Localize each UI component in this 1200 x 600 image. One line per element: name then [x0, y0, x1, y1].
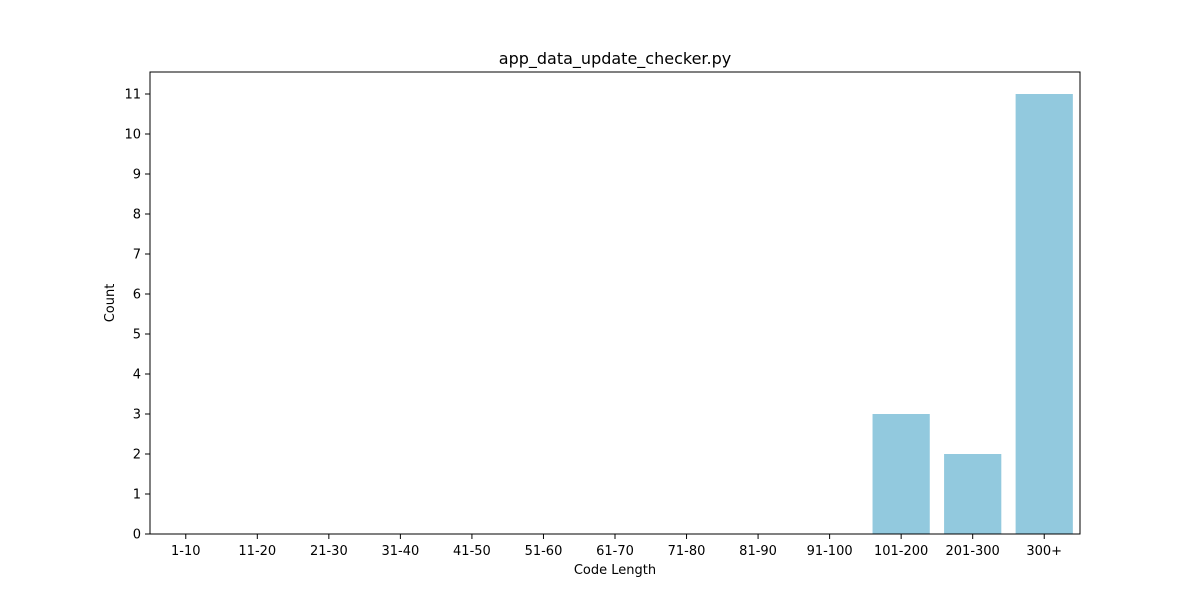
x-tick-label: 61-70 [596, 544, 634, 559]
x-tick-label: 1-10 [171, 544, 201, 559]
y-tick-label: 9 [133, 168, 141, 183]
x-tick-label: 201-300 [946, 544, 1000, 559]
y-tick-label: 4 [133, 368, 141, 383]
y-tick-label: 0 [133, 528, 141, 543]
chart-title: app_data_update_checker.py [499, 49, 731, 69]
y-tick-label: 5 [133, 328, 141, 343]
y-tick-label: 1 [133, 488, 141, 503]
x-tick-label: 91-100 [807, 544, 853, 559]
x-tick-label: 41-50 [453, 544, 491, 559]
bar-300+ [1016, 94, 1073, 534]
x-axis: 1-10 11-20 21-30 31-40 41-50 51-60 61-70 71-80 8… [171, 534, 1062, 559]
x-tick-label: 11-20 [238, 544, 276, 559]
y-tick-label: 2 [133, 448, 141, 463]
x-tick-label: 31-40 [381, 544, 419, 559]
y-tick-label: 11 [124, 88, 141, 103]
y-tick-label: 7 [133, 248, 141, 263]
y-tick-label: 10 [124, 128, 141, 143]
bars-group [873, 94, 1073, 534]
bar-101-200 [873, 414, 930, 534]
y-tick-label: 3 [133, 408, 141, 423]
x-tick-label: 21-30 [310, 544, 348, 559]
y-tick-label: 8 [133, 208, 141, 223]
plot-area-frame [150, 72, 1080, 534]
y-tick-label: 6 [133, 288, 141, 303]
x-axis-label: Code Length [574, 563, 656, 578]
x-tick-label: 71-80 [668, 544, 706, 559]
x-tick-label: 81-90 [739, 544, 777, 559]
x-tick-label: 300+ [1026, 544, 1062, 559]
bar-201-300 [944, 454, 1001, 534]
y-axis: 0 1 2 3 4 5 6 7 8 9 10 11 [124, 88, 150, 543]
x-tick-label: 51-60 [525, 544, 563, 559]
y-axis-label: Count [103, 284, 118, 323]
x-tick-label: 101-200 [874, 544, 928, 559]
